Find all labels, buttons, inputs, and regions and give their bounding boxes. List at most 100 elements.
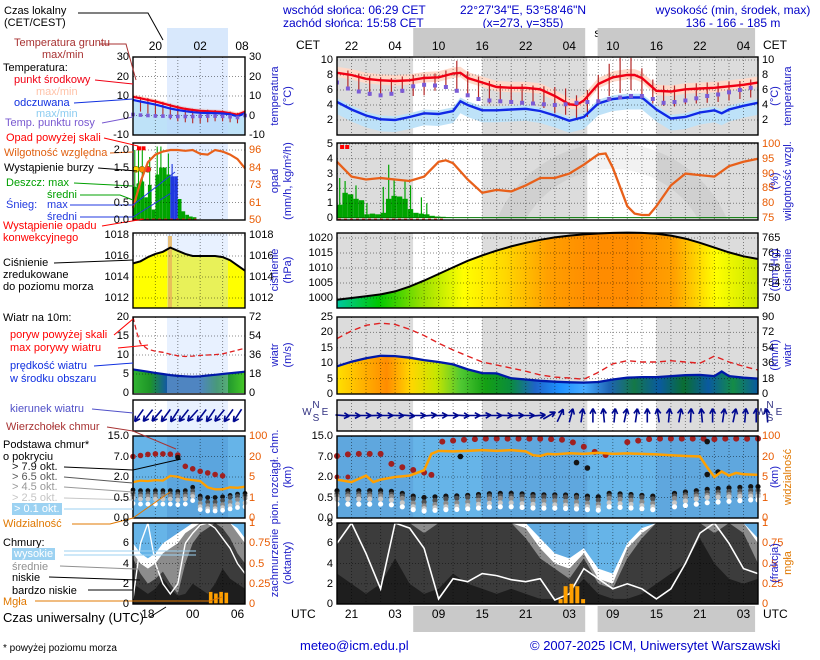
legend-ch2: średnie bbox=[12, 561, 49, 573]
legend-p6: Śnieg: bbox=[6, 199, 38, 211]
utc-hour-5: 03 bbox=[562, 607, 576, 621]
tick: 0 bbox=[762, 388, 769, 400]
tick: 3 bbox=[326, 167, 333, 180]
tick: 100 bbox=[762, 430, 781, 442]
tick: 0.5 bbox=[113, 196, 129, 209]
legend-t3: odczuwana bbox=[14, 97, 70, 109]
tick: 100 bbox=[249, 430, 268, 442]
grid-xy-label: (x=273, y=355) bbox=[482, 16, 564, 30]
compass-w: W bbox=[302, 407, 312, 418]
legend-p4: Deszcz: max bbox=[6, 177, 69, 189]
legend-p3: Wystąpienie burzy bbox=[4, 162, 94, 174]
cet-hour-3: 16 bbox=[475, 39, 489, 53]
tick: 758 bbox=[762, 262, 781, 274]
legend-t0: Temperatura: bbox=[3, 62, 68, 74]
tick: 1012 bbox=[249, 292, 274, 304]
cet-hour-7: 16 bbox=[649, 39, 664, 53]
tick: 1 bbox=[326, 197, 333, 210]
tick: -10 bbox=[249, 129, 265, 141]
copyright-label: © 2007-2025 ICM, Uniwersytet Warszawski bbox=[530, 638, 781, 653]
tick: 6 bbox=[122, 537, 129, 550]
compass-n: N bbox=[766, 400, 774, 411]
tick: 1016 bbox=[104, 250, 129, 262]
tick: 6 bbox=[762, 84, 769, 96]
tick: 0 bbox=[122, 598, 129, 610]
tick: 4 bbox=[762, 99, 769, 111]
main-precipitation-panel bbox=[336, 142, 759, 221]
mini-utc-0: 18 bbox=[141, 607, 155, 621]
tick: 5 bbox=[326, 372, 333, 385]
tick: 0.25 bbox=[762, 577, 784, 590]
legend-t2: max/min bbox=[36, 86, 78, 98]
utc-hour-9: 03 bbox=[736, 607, 751, 621]
cet-label-top-left: CET bbox=[296, 38, 320, 52]
tick: 4 bbox=[326, 152, 333, 165]
tick: 8 bbox=[326, 69, 333, 81]
tick: -10 bbox=[113, 129, 129, 141]
legend-p2: Wilgotność względna bbox=[4, 147, 108, 159]
tick: 0.5 bbox=[762, 557, 778, 570]
tick: 6 bbox=[326, 84, 333, 96]
axis-title-l-wind: wiatr (m/s) bbox=[269, 342, 294, 368]
tick: 1014 bbox=[249, 271, 274, 283]
mini-cet-0: 20 bbox=[148, 39, 163, 53]
tick: 5 bbox=[122, 368, 129, 380]
legend-p7: średni bbox=[47, 211, 77, 223]
tick: 72 bbox=[762, 326, 775, 339]
tick: 73 bbox=[249, 179, 262, 191]
main-temperature-panel bbox=[336, 56, 759, 136]
tick: 10 bbox=[320, 357, 333, 370]
tick: 10 bbox=[320, 54, 333, 66]
legend-cb8: > 0.1 okt. bbox=[12, 503, 62, 515]
tick: 36 bbox=[762, 357, 775, 370]
legend-w3: prędkość wiatru bbox=[10, 360, 88, 372]
tick: 4 bbox=[326, 99, 333, 111]
tick: 15 bbox=[320, 341, 333, 354]
tick: 72 bbox=[249, 311, 262, 323]
compass-s: S bbox=[312, 413, 320, 424]
cet-hour-0: 22 bbox=[344, 39, 359, 53]
tick: 1012 bbox=[104, 292, 129, 304]
mini-temperature-panel bbox=[131, 56, 247, 136]
tick: 0 bbox=[326, 212, 333, 224]
legend-p1: Opad powyżej skali bbox=[6, 132, 101, 144]
utc-hour-7: 15 bbox=[649, 607, 664, 621]
tick: 2.0 bbox=[317, 471, 333, 483]
tick: 0 bbox=[249, 512, 256, 524]
legend-ch1: wysokie bbox=[12, 548, 56, 560]
utc-hour-1: 03 bbox=[388, 607, 402, 621]
tick: 1005 bbox=[308, 277, 333, 289]
utc-hour-0: 21 bbox=[344, 607, 359, 621]
legend-p9: konwekcyjnego bbox=[3, 232, 79, 244]
compass-n: N bbox=[312, 400, 320, 411]
legend-p6b: max bbox=[47, 199, 68, 211]
legend-c3: do poziomu morza bbox=[3, 281, 94, 293]
tick: 95 bbox=[762, 152, 775, 165]
tick: 2 bbox=[326, 577, 333, 590]
utc-hour-2: 09 bbox=[431, 607, 446, 621]
tick: 15.0 bbox=[107, 430, 129, 442]
sunset-label: zachód słońca: 15:58 CET bbox=[283, 16, 424, 30]
legend-tg1: Temperatura gruntu bbox=[14, 37, 110, 49]
tick: 1 bbox=[762, 491, 769, 504]
tick: 84 bbox=[249, 161, 262, 174]
tick: 1018 bbox=[104, 229, 129, 241]
axis-title-r-cov: (frakcja) mgła bbox=[769, 543, 794, 583]
utc-hour-4: 21 bbox=[519, 607, 533, 621]
tick: 0 bbox=[326, 388, 333, 400]
contact-email-link[interactable]: meteo@icm.edu.pl bbox=[300, 638, 409, 653]
compass-s: S bbox=[766, 413, 774, 424]
tick: 1015 bbox=[308, 247, 333, 259]
tick: 0 bbox=[762, 512, 769, 524]
legend-tg2: max/min bbox=[42, 49, 84, 61]
tick: 18 bbox=[762, 372, 775, 385]
legend-p5: średni bbox=[47, 189, 77, 201]
tick: 36 bbox=[249, 349, 262, 361]
tick: 10 bbox=[762, 54, 775, 66]
mini-cet-2: 08 bbox=[235, 39, 249, 53]
tick: 18 bbox=[249, 368, 262, 380]
tick: 1010 bbox=[308, 262, 333, 274]
tick: 20 bbox=[762, 450, 775, 463]
